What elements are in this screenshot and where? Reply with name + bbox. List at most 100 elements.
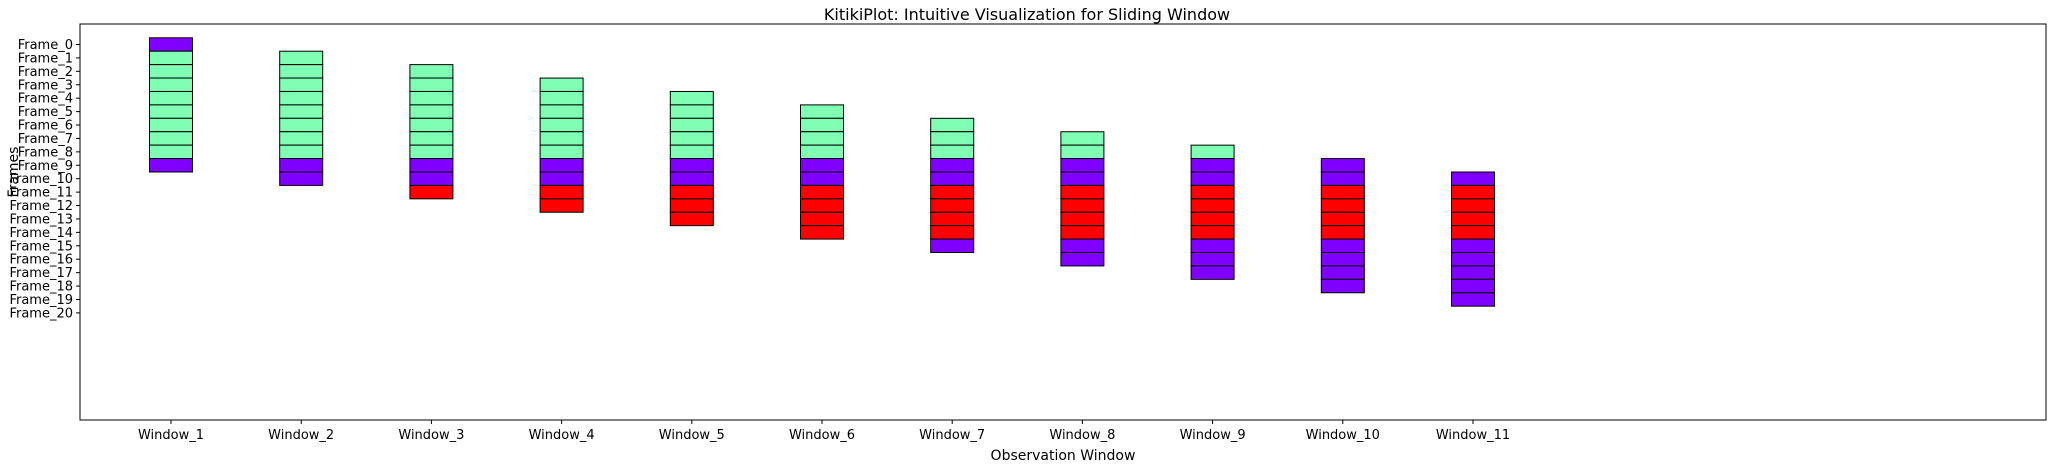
cell-green [279,90,324,106]
cells-layer [149,37,1495,307]
y-tick-label: Frame_12 [9,199,73,214]
cell-green [279,144,324,160]
cell-green [279,77,324,92]
cell-red [1451,225,1495,240]
y-axis: Frame_0Frame_1Frame_2Frame_3Frame_4Frame… [9,38,80,321]
x-tick-label: Window_6 [789,428,855,443]
cell-purple [149,158,193,173]
cell-green [149,144,193,160]
cell-red [1060,198,1105,213]
cell-purple [1320,158,1365,173]
cell-red [930,211,975,227]
y-tick-label: Frame_10 [9,172,73,187]
cell-green [279,64,324,79]
cell-purple [409,158,454,173]
y-tick-label: Frame_11 [9,186,73,201]
cell-green [800,104,844,119]
cell-green [669,90,714,106]
cell-purple [1060,252,1105,267]
cell-red [1320,184,1365,200]
cell-green [539,144,584,160]
cell-red [539,198,584,213]
cell-green [669,117,714,133]
y-tick-label: Frame_6 [18,119,73,134]
cell-red [1320,225,1365,240]
cell-green [149,64,193,79]
cell-purple [539,158,584,173]
cell-purple [1451,238,1495,254]
cell-green [930,144,975,160]
cell-green [1190,144,1235,160]
cell-red [1451,211,1495,227]
y-tick-label: Frame_14 [9,226,73,241]
cell-purple [1060,158,1105,173]
cell-green [409,144,454,160]
cell-purple [279,171,324,186]
cell-green [279,131,324,146]
cell-red [1060,211,1105,227]
cell-red [409,184,454,200]
cell-green [149,77,193,92]
y-tick-label: Frame_20 [9,306,73,321]
y-axis-title: Frames [6,147,22,198]
cell-purple [669,171,714,186]
cell-red [1190,211,1235,227]
y-tick-label: Frame_18 [9,280,73,295]
cell-purple [800,171,844,186]
cell-purple [930,158,975,173]
cell-green [409,90,454,106]
x-tick-label: Window_9 [1180,428,1246,443]
cell-green [930,117,975,133]
cell-green [149,50,193,66]
cell-green [539,104,584,119]
cell-green [669,144,714,160]
cell-purple [539,171,584,186]
cell-purple [1320,238,1365,254]
cell-green [149,90,193,106]
cell-green [1060,131,1105,146]
cell-purple [1190,158,1235,173]
cell-red [930,225,975,240]
cell-purple [409,171,454,186]
cell-red [1060,225,1105,240]
cell-purple [1190,171,1235,186]
cell-green [930,131,975,146]
cell-green [539,131,584,146]
cell-purple [1190,265,1235,280]
cell-purple [800,158,844,173]
cell-green [149,104,193,119]
cell-purple [149,37,193,52]
cell-green [409,131,454,146]
cell-purple [1451,278,1495,294]
y-tick-label: Frame_15 [9,239,73,254]
cell-red [800,198,844,213]
cell-red [1190,184,1235,200]
cell-green [149,117,193,133]
cell-purple [1320,278,1365,294]
y-tick-label: Frame_17 [9,266,73,281]
cell-green [409,117,454,133]
cell-green [539,117,584,133]
cell-purple [930,238,975,254]
cell-green [409,104,454,119]
cell-purple [669,158,714,173]
x-tick-label: Window_10 [1306,428,1380,443]
cell-red [1320,198,1365,213]
cell-purple [1060,171,1105,186]
cell-purple [1451,292,1495,307]
cell-green [539,90,584,106]
y-tick-label: Frame_9 [18,159,73,174]
cell-green [800,144,844,160]
cell-purple [1451,171,1495,186]
plot-area-frame [79,23,2047,421]
y-tick-label: Frame_4 [18,92,73,107]
y-tick-label: Frame_1 [18,51,73,66]
cell-red [800,225,844,240]
cell-green [279,117,324,133]
cell-purple [1451,252,1495,267]
cell-green [669,104,714,119]
cell-purple [1060,238,1105,254]
x-tick-label: Window_5 [659,428,725,443]
cell-red [1451,184,1495,200]
